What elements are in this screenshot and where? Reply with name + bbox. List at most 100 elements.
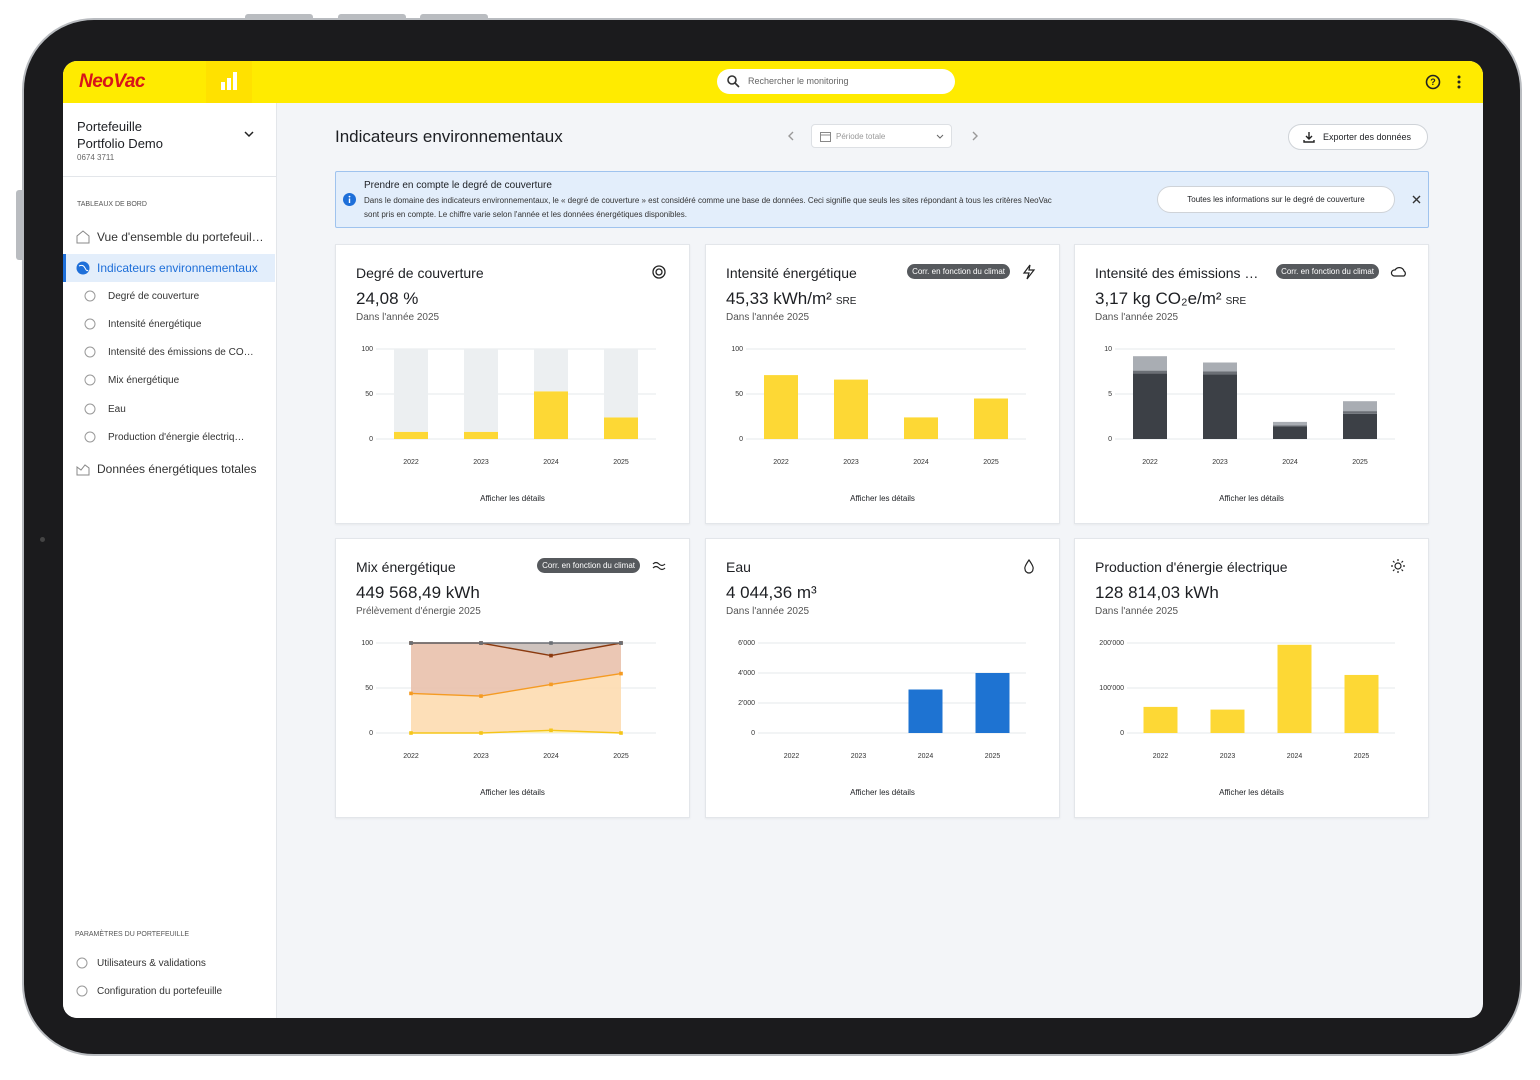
kpi-card: Degré de couverture 24,08 % Dans l'année 2… bbox=[335, 244, 690, 524]
bar bbox=[464, 349, 498, 432]
x-tick-label: 2025 bbox=[985, 753, 1001, 760]
x-tick-label: 2023 bbox=[851, 753, 867, 760]
nav-item[interactable]: Données énergétiques totales bbox=[63, 455, 275, 483]
card-title: Intensité des émissions … bbox=[1095, 265, 1259, 281]
download-icon bbox=[1303, 132, 1315, 143]
period-label: Période totale bbox=[836, 132, 886, 141]
card-subtitle: Dans l'année 2025 bbox=[1095, 606, 1179, 617]
svg-text:?: ? bbox=[1430, 77, 1436, 87]
bar bbox=[1203, 362, 1237, 372]
details-link[interactable]: Afficher les détails bbox=[1219, 788, 1284, 797]
y-tick-label: 50 bbox=[365, 685, 373, 692]
details-link[interactable]: Afficher les détails bbox=[480, 788, 545, 797]
x-tick-label: 2022 bbox=[1153, 753, 1169, 760]
x-tick-label: 2025 bbox=[983, 459, 999, 466]
bar bbox=[834, 379, 868, 439]
nav-item[interactable]: Indicateurs environnementaux bbox=[63, 254, 275, 282]
card-value-row: 449 568,49 kWh bbox=[356, 584, 480, 602]
bar bbox=[1343, 411, 1377, 414]
settings-item[interactable]: Configuration du portefeuille bbox=[63, 981, 275, 1003]
divider bbox=[63, 176, 276, 177]
area bbox=[411, 730, 621, 733]
badge: Corr. en fonction du climat bbox=[907, 264, 1010, 279]
y-tick-label: 0 bbox=[751, 730, 755, 737]
subnav-item[interactable]: Intensité des émissions de CO… bbox=[83, 342, 273, 364]
subnav-icon bbox=[84, 346, 96, 358]
subnav-item[interactable]: Intensité énergétique bbox=[83, 314, 273, 336]
card-unit: SRE bbox=[835, 296, 857, 307]
portfolio-id: 0674 3711 bbox=[77, 153, 115, 162]
card-subtitle: Dans l'année 2025 bbox=[726, 312, 810, 323]
kpi-card: Intensité des émissions … Corr. en foncti… bbox=[1074, 244, 1429, 524]
subnav-label: Eau bbox=[108, 404, 126, 415]
nav-label: Vue d'ensemble du portefeuil… bbox=[97, 230, 264, 244]
card-value: 3,17 kg CO₂e/m² bbox=[1095, 289, 1222, 308]
x-tick-label: 2025 bbox=[613, 753, 629, 760]
bar bbox=[1343, 413, 1377, 439]
y-tick-label: 10 bbox=[1104, 346, 1112, 353]
settings-icon bbox=[76, 957, 88, 969]
subnav-item[interactable]: Mix énergétique bbox=[83, 370, 273, 392]
chart: 0 100'000 200'000 2022 2023 2024 2025 bbox=[1099, 640, 1395, 760]
card-value: 24,08 % bbox=[356, 289, 419, 308]
sidebar: Portefeuille Portfolio Demo 0674 3711 TABLE… bbox=[63, 103, 277, 1018]
y-tick-label: 200'000 bbox=[1099, 640, 1124, 647]
x-tick-label: 2024 bbox=[543, 459, 559, 466]
search-placeholder: Rechercher le monitoring bbox=[748, 76, 849, 86]
device-button bbox=[16, 190, 22, 260]
y-tick-label: 100 bbox=[361, 640, 373, 647]
subnav-label: Intensité des émissions de CO… bbox=[108, 347, 254, 358]
details-link[interactable]: Afficher les détails bbox=[850, 788, 915, 797]
help-icon: ? bbox=[1425, 74, 1441, 90]
card-icon bbox=[652, 561, 666, 571]
card-icon bbox=[1022, 264, 1036, 280]
banner-button[interactable]: Toutes les informations sur le degré de … bbox=[1157, 186, 1395, 213]
x-tick-label: 2023 bbox=[843, 459, 859, 466]
x-tick-label: 2024 bbox=[1282, 459, 1298, 466]
nav-item[interactable]: Vue d'ensemble du portefeuil… bbox=[63, 223, 275, 251]
chart: 0 50 100 2022 2023 2024 2025 bbox=[361, 346, 656, 466]
y-tick-label: 100 bbox=[731, 346, 743, 353]
bar bbox=[974, 398, 1008, 439]
bar bbox=[1133, 373, 1167, 439]
bar bbox=[1344, 674, 1379, 733]
subnav-item[interactable]: Degré de couverture bbox=[83, 286, 273, 308]
portfolio-label: Portefeuille bbox=[77, 119, 143, 134]
card-value: 4 044,36 m³ bbox=[726, 583, 817, 602]
marker bbox=[549, 641, 553, 645]
export-button[interactable]: Exporter des données bbox=[1288, 124, 1428, 150]
card-title: Intensité énergétique bbox=[726, 265, 857, 281]
subnav-item[interactable]: Eau bbox=[83, 399, 273, 421]
bar bbox=[1133, 370, 1167, 374]
bar bbox=[1203, 374, 1237, 439]
bar bbox=[1277, 644, 1312, 733]
subnav-item[interactable]: Production d'énergie électriq… bbox=[83, 427, 273, 449]
card-title: Eau bbox=[726, 559, 751, 575]
dropdown-icon bbox=[936, 134, 944, 139]
x-tick-label: 2024 bbox=[543, 753, 559, 760]
area bbox=[411, 643, 621, 697]
line bbox=[410, 672, 622, 697]
chart: 0 5 10 2022 2023 2024 2025 bbox=[1104, 346, 1395, 466]
period-select[interactable]: Période totale bbox=[811, 124, 952, 148]
details-link[interactable]: Afficher les détails bbox=[850, 494, 915, 503]
device-button bbox=[338, 14, 406, 20]
close-icon bbox=[1412, 195, 1421, 204]
kpi-card: Mix énergétique Corr. en fonction du clim… bbox=[335, 538, 690, 818]
card-icon bbox=[1390, 267, 1406, 277]
card-subtitle: Prélèvement d'énergie 2025 bbox=[356, 606, 481, 617]
details-link[interactable]: Afficher les détails bbox=[1219, 494, 1284, 503]
card-title: Production d'énergie électrique bbox=[1095, 559, 1288, 575]
bar bbox=[394, 431, 428, 439]
x-tick-label: 2024 bbox=[913, 459, 929, 466]
card-icon bbox=[652, 265, 666, 279]
search-box[interactable]: Rechercher le monitoring bbox=[717, 69, 955, 94]
kpi-card: Eau 4 044,36 m³ Dans l'année 2025 Afficher … bbox=[705, 538, 1060, 818]
y-tick-label: 2'000 bbox=[738, 700, 755, 707]
page-title: Indicateurs environnementaux bbox=[335, 127, 563, 146]
settings-item[interactable]: Utilisateurs & validations bbox=[63, 953, 275, 975]
next-period bbox=[972, 131, 978, 141]
marker bbox=[409, 691, 413, 696]
details-link[interactable]: Afficher les détails bbox=[480, 494, 545, 503]
card-value-row: 24,08 % bbox=[356, 290, 418, 308]
